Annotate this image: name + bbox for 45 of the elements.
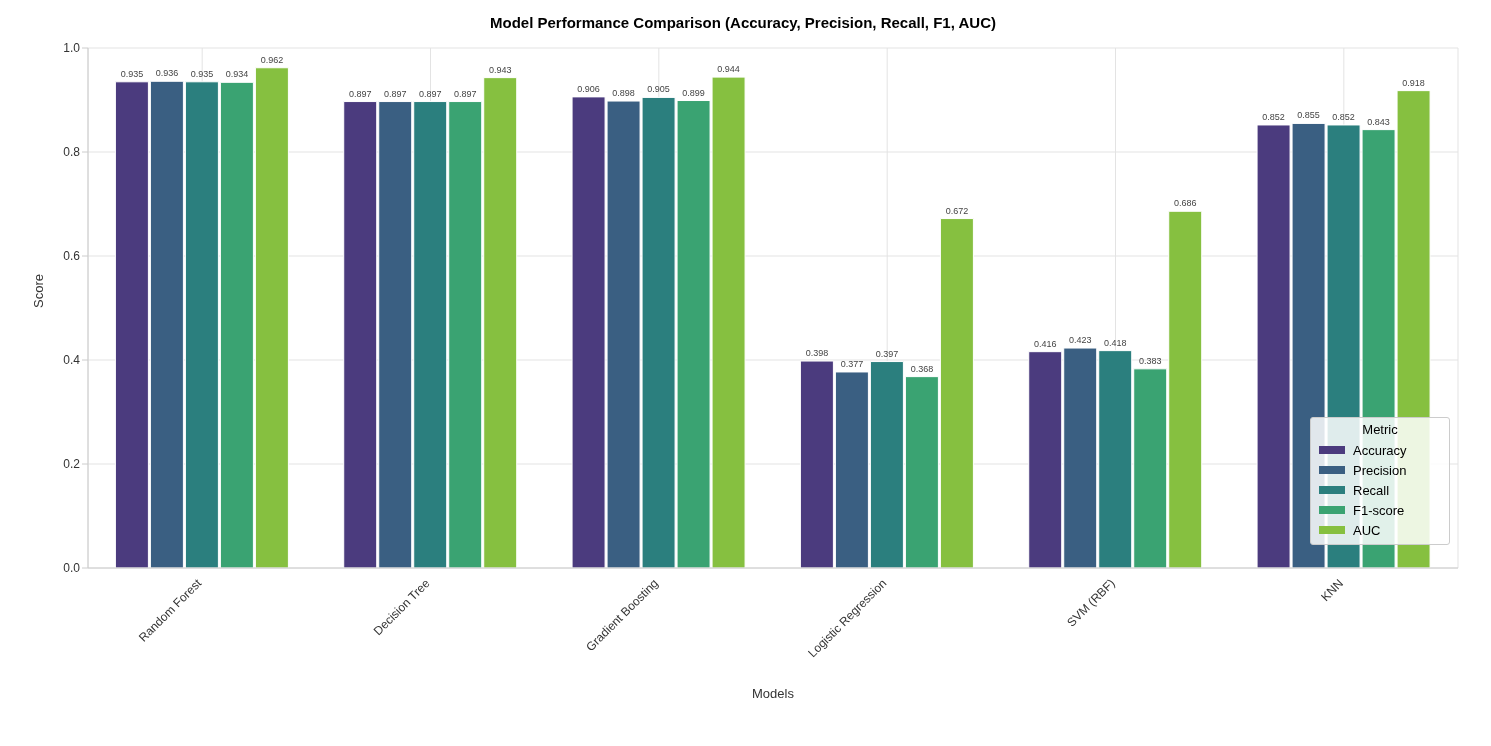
data-label: 0.944 (717, 64, 740, 75)
data-label: 0.943 (488, 64, 512, 75)
data-label: 0.423 (1068, 335, 1092, 346)
legend-label: Precision (1353, 462, 1407, 478)
y-axis-title: Score (30, 274, 46, 308)
data-label: 0.418 (1103, 337, 1127, 348)
data-label: 0.397 (875, 348, 899, 359)
y-tick-label: 0.6 (63, 249, 81, 264)
data-label: 0.416 (1033, 338, 1057, 349)
x-axis-title: Models (752, 686, 795, 701)
data-label: 0.906 (577, 83, 600, 94)
data-label: 0.398 (805, 348, 829, 359)
legend-label: AUC (1353, 522, 1381, 538)
data-label: 0.377 (840, 358, 864, 369)
data-label: 0.905 (647, 84, 670, 95)
data-label: 0.898 (612, 88, 635, 99)
data-label: 0.852 (1332, 111, 1355, 122)
chart-title: Model Performance Comparison (Accuracy, Precision, Recall, F1, AUC) (489, 14, 997, 31)
data-label: 0.962 (260, 54, 284, 65)
data-label: 0.383 (1138, 355, 1162, 366)
data-label: 0.935 (120, 68, 144, 79)
y-tick-label: 0.8 (63, 145, 81, 160)
data-label: 0.843 (1367, 116, 1390, 127)
data-label: 0.672 (945, 205, 969, 216)
data-label: 0.897 (383, 88, 407, 99)
data-label: 0.897 (418, 88, 442, 99)
data-label: 0.935 (190, 68, 214, 79)
data-label: 0.918 (1402, 77, 1425, 88)
data-label: 0.897 (453, 88, 477, 99)
data-label: 0.936 (155, 68, 179, 79)
data-label: 0.852 (1262, 111, 1285, 122)
y-tick-label: 1.0 (63, 41, 81, 56)
y-tick-label: 0.0 (63, 561, 81, 576)
y-tick-label: 0.2 (63, 457, 81, 472)
legend-title: Metric (1361, 422, 1399, 437)
data-label: 0.686 (1173, 198, 1197, 209)
data-label: 0.897 (348, 88, 372, 99)
legend-label: Recall (1353, 482, 1390, 498)
y-tick-label: 0.4 (63, 353, 81, 368)
data-label: 0.368 (910, 363, 934, 374)
legend-label: Accuracy (1353, 442, 1407, 458)
data-label: 0.899 (682, 87, 705, 98)
data-label: 0.934 (225, 69, 249, 80)
legend-label: F1-score (1353, 502, 1405, 518)
data-label: 0.855 (1297, 110, 1320, 121)
